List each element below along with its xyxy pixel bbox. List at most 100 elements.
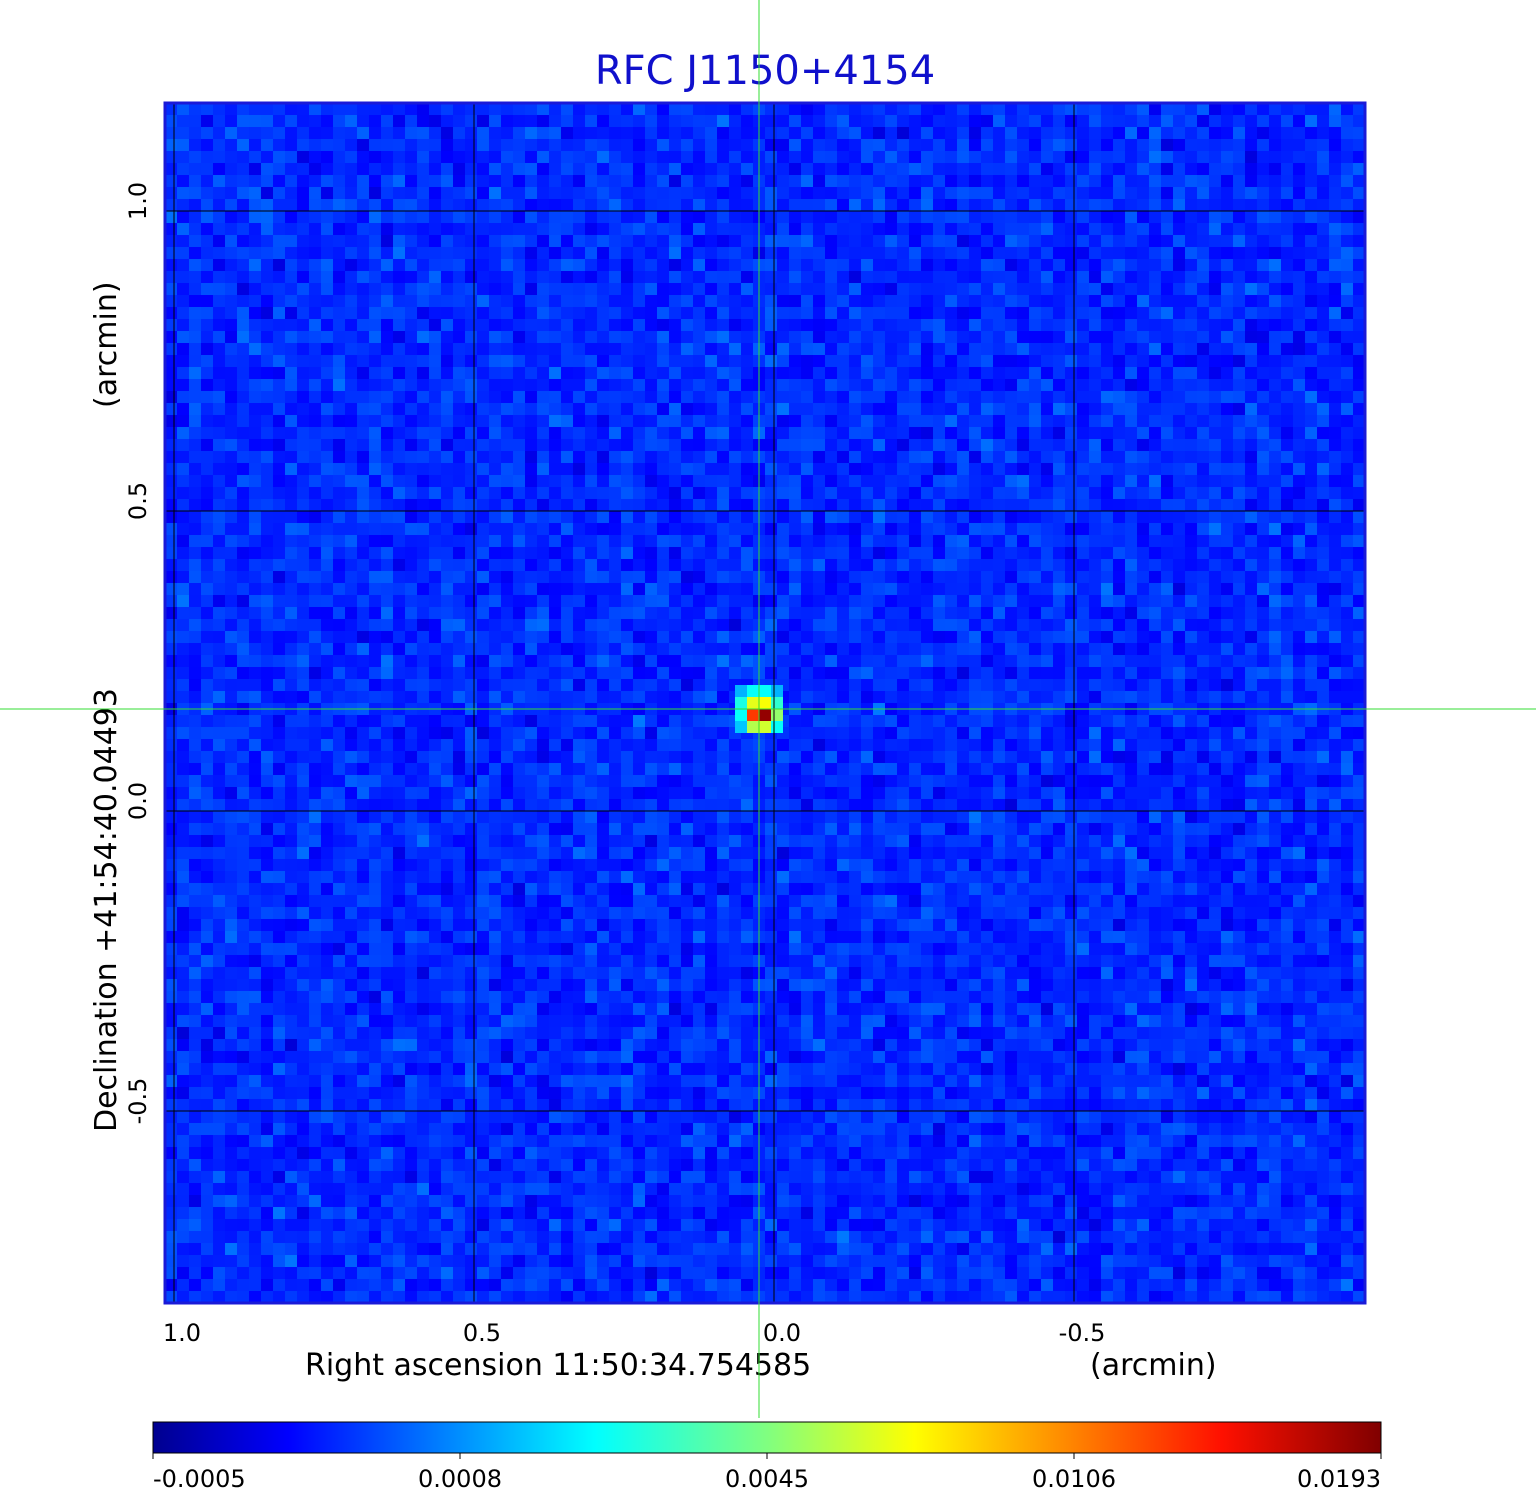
noise-pixel bbox=[645, 595, 657, 607]
noise-pixel bbox=[957, 199, 969, 211]
noise-pixel bbox=[837, 427, 849, 439]
noise-pixel bbox=[1005, 343, 1017, 355]
noise-pixel bbox=[1101, 355, 1113, 367]
noise-pixel bbox=[297, 235, 309, 247]
noise-pixel bbox=[909, 127, 921, 139]
noise-pixel bbox=[1329, 439, 1341, 451]
noise-pixel bbox=[741, 163, 753, 175]
noise-pixel bbox=[789, 295, 801, 307]
noise-pixel bbox=[261, 691, 273, 703]
noise-pixel bbox=[597, 319, 609, 331]
noise-pixel bbox=[885, 127, 897, 139]
noise-pixel bbox=[1017, 175, 1029, 187]
noise-pixel bbox=[201, 631, 213, 643]
noise-pixel bbox=[1149, 391, 1161, 403]
noise-pixel bbox=[981, 379, 993, 391]
noise-pixel bbox=[345, 223, 357, 235]
noise-pixel bbox=[273, 247, 285, 259]
noise-pixel bbox=[1245, 439, 1257, 451]
noise-pixel bbox=[453, 103, 465, 115]
noise-pixel bbox=[729, 391, 741, 403]
noise-pixel bbox=[993, 223, 1005, 235]
noise-pixel bbox=[885, 535, 897, 547]
noise-pixel bbox=[993, 643, 1005, 655]
noise-pixel bbox=[909, 511, 921, 523]
noise-pixel bbox=[957, 151, 969, 163]
noise-pixel bbox=[993, 271, 1005, 283]
noise-pixel bbox=[861, 355, 873, 367]
noise-pixel bbox=[321, 643, 333, 655]
noise-pixel bbox=[357, 283, 369, 295]
noise-pixel bbox=[1137, 367, 1149, 379]
noise-pixel bbox=[633, 355, 645, 367]
noise-pixel bbox=[957, 283, 969, 295]
noise-pixel bbox=[825, 127, 837, 139]
noise-pixel bbox=[993, 475, 1005, 487]
noise-pixel bbox=[1077, 355, 1089, 367]
noise-pixel bbox=[1341, 559, 1353, 571]
noise-pixel bbox=[537, 679, 549, 691]
noise-pixel bbox=[369, 295, 381, 307]
noise-pixel bbox=[261, 355, 273, 367]
noise-pixel bbox=[621, 103, 633, 115]
noise-pixel bbox=[237, 487, 249, 499]
noise-pixel bbox=[549, 475, 561, 487]
noise-pixel bbox=[1257, 175, 1269, 187]
noise-pixel bbox=[849, 607, 861, 619]
noise-pixel bbox=[1257, 535, 1269, 547]
noise-pixel bbox=[909, 187, 921, 199]
noise-pixel bbox=[321, 691, 333, 703]
noise-pixel bbox=[549, 103, 561, 115]
noise-pixel bbox=[909, 643, 921, 655]
noise-pixel bbox=[1209, 295, 1221, 307]
noise-pixel bbox=[873, 679, 885, 691]
noise-pixel bbox=[1341, 499, 1353, 511]
noise-pixel bbox=[1137, 415, 1149, 427]
noise-pixel bbox=[1149, 403, 1161, 415]
noise-pixel bbox=[885, 451, 897, 463]
noise-pixel bbox=[1341, 115, 1353, 127]
noise-pixel bbox=[261, 463, 273, 475]
noise-pixel bbox=[549, 271, 561, 283]
noise-pixel bbox=[177, 163, 189, 175]
noise-pixel bbox=[1197, 643, 1209, 655]
noise-pixel bbox=[813, 115, 825, 127]
noise-pixel bbox=[621, 463, 633, 475]
noise-pixel bbox=[873, 271, 885, 283]
noise-pixel bbox=[237, 259, 249, 271]
noise-pixel bbox=[417, 187, 429, 199]
noise-pixel bbox=[189, 343, 201, 355]
noise-pixel bbox=[1125, 391, 1137, 403]
noise-pixel bbox=[1089, 307, 1101, 319]
noise-pixel bbox=[405, 151, 417, 163]
noise-pixel bbox=[1173, 571, 1185, 583]
noise-pixel bbox=[1065, 319, 1077, 331]
noise-pixel bbox=[681, 523, 693, 535]
noise-pixel bbox=[441, 211, 453, 223]
noise-pixel bbox=[1065, 667, 1077, 679]
noise-pixel bbox=[1161, 475, 1173, 487]
noise-pixel bbox=[345, 475, 357, 487]
noise-pixel bbox=[165, 343, 177, 355]
noise-pixel bbox=[1245, 115, 1257, 127]
noise-pixel bbox=[645, 631, 657, 643]
noise-pixel bbox=[561, 547, 573, 559]
noise-pixel bbox=[405, 235, 417, 247]
noise-pixel bbox=[573, 583, 585, 595]
noise-pixel bbox=[1137, 103, 1149, 115]
noise-pixel bbox=[717, 475, 729, 487]
noise-pixel bbox=[657, 691, 669, 703]
noise-pixel bbox=[717, 547, 729, 559]
noise-pixel bbox=[309, 223, 321, 235]
noise-pixel bbox=[849, 499, 861, 511]
noise-pixel bbox=[333, 307, 345, 319]
noise-pixel bbox=[189, 499, 201, 511]
noise-pixel bbox=[345, 283, 357, 295]
noise-pixel bbox=[369, 283, 381, 295]
noise-pixel bbox=[597, 127, 609, 139]
noise-pixel bbox=[585, 151, 597, 163]
noise-pixel bbox=[285, 199, 297, 211]
noise-pixel bbox=[909, 139, 921, 151]
noise-pixel bbox=[357, 307, 369, 319]
noise-pixel bbox=[465, 487, 477, 499]
